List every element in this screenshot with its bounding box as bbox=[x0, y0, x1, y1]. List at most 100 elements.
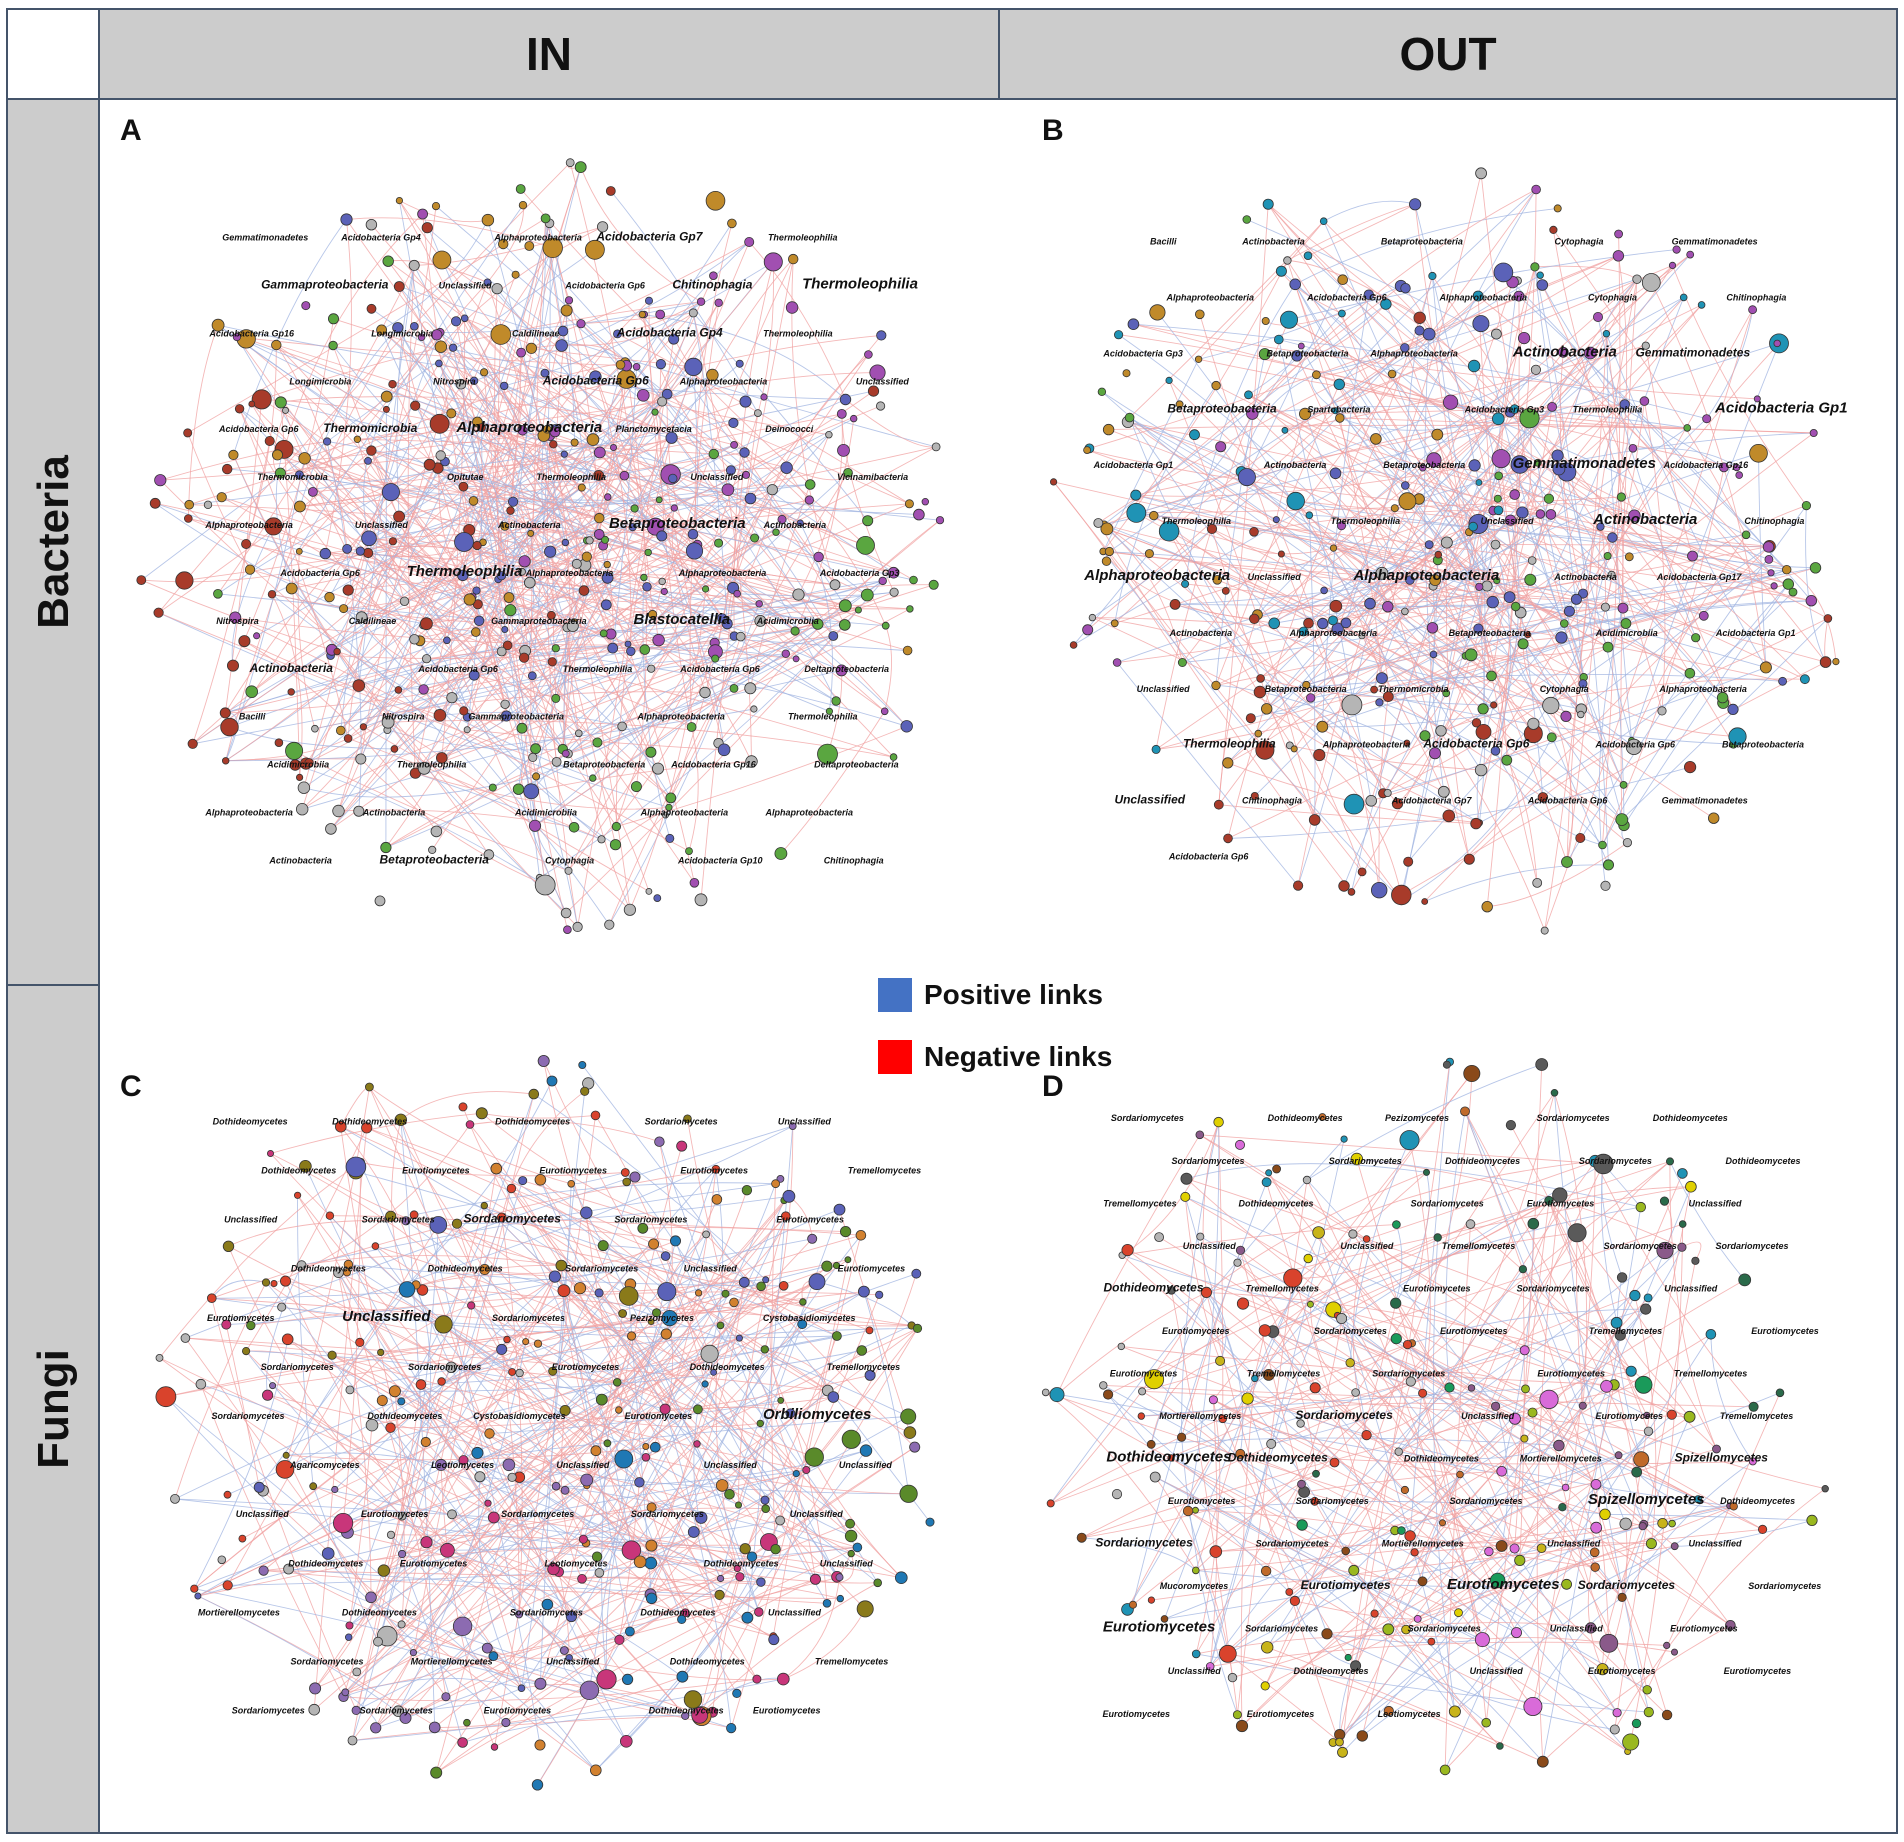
positive-link bbox=[447, 1520, 781, 1551]
node-label: Alphaproteobacteria bbox=[1369, 348, 1458, 358]
positive-link bbox=[1164, 1505, 1734, 1620]
network-node bbox=[1727, 703, 1739, 716]
network-node bbox=[361, 530, 377, 547]
negative-link bbox=[780, 711, 886, 854]
negative-link bbox=[738, 1216, 787, 1506]
node-label: Gemmatimonadetes bbox=[1513, 455, 1656, 472]
node-label: Sordariomycetes bbox=[1449, 1496, 1522, 1506]
node-label: Eurotiomycetes bbox=[1247, 1709, 1315, 1719]
network-node bbox=[1438, 1519, 1446, 1527]
negative-link bbox=[1273, 526, 1474, 624]
positive-link bbox=[438, 363, 544, 437]
network-node bbox=[1493, 494, 1502, 503]
negative-link bbox=[543, 1060, 624, 1314]
network-node bbox=[585, 536, 594, 545]
negative-link bbox=[484, 1240, 676, 1274]
negative-link bbox=[1136, 512, 1531, 581]
negative-link bbox=[1395, 1302, 1542, 1549]
network-node bbox=[175, 571, 194, 590]
node-label: Dothideomycetes bbox=[1228, 1451, 1328, 1465]
negative-link bbox=[200, 1384, 344, 1698]
network-node bbox=[417, 333, 426, 342]
network-node bbox=[1544, 1195, 1554, 1206]
network-node bbox=[1296, 1519, 1308, 1531]
network-node bbox=[571, 558, 582, 569]
network-node bbox=[578, 1061, 587, 1070]
negative-link bbox=[1227, 1653, 1340, 1743]
positive-link bbox=[174, 1498, 494, 1518]
network-node bbox=[1510, 455, 1530, 474]
network-node bbox=[1341, 1546, 1351, 1556]
network-node bbox=[1237, 468, 1256, 487]
network-node bbox=[1303, 617, 1314, 629]
network-node bbox=[1535, 509, 1546, 519]
network-node bbox=[780, 461, 793, 474]
network-node bbox=[683, 1114, 692, 1124]
negative-link bbox=[1594, 1161, 1754, 1408]
negative-link bbox=[1373, 498, 1420, 690]
negative-link bbox=[645, 1265, 828, 1447]
negative-link bbox=[235, 617, 690, 852]
network-node bbox=[1668, 261, 1677, 269]
node-label: Eurotiomycetes bbox=[207, 1313, 275, 1323]
network-node bbox=[609, 839, 622, 851]
negative-link bbox=[1248, 394, 1541, 515]
network-node bbox=[670, 1235, 682, 1247]
network-node bbox=[1437, 785, 1450, 798]
negative-link bbox=[1550, 513, 1812, 602]
negative-link bbox=[1198, 220, 1325, 360]
negative-link bbox=[1267, 203, 1511, 413]
negative-link bbox=[1404, 337, 1525, 612]
node-label: Leotiomycetes bbox=[1378, 1709, 1441, 1719]
negative-link bbox=[413, 1238, 813, 1653]
negative-link bbox=[343, 1678, 757, 1702]
network-node bbox=[1343, 793, 1365, 815]
node-label: Spartobacteria bbox=[1307, 404, 1370, 414]
network-node bbox=[735, 359, 744, 368]
network-node bbox=[496, 1212, 507, 1223]
network-node bbox=[1405, 1376, 1416, 1387]
network-node bbox=[615, 1406, 623, 1414]
network-node bbox=[741, 1184, 753, 1196]
negative-link bbox=[1398, 1370, 1632, 1453]
node-label: Eurotiomycetes bbox=[625, 1411, 693, 1421]
network-node bbox=[1505, 1120, 1516, 1131]
positive-link bbox=[1497, 1525, 1643, 1581]
negative-link bbox=[232, 454, 425, 769]
network-node bbox=[516, 347, 527, 358]
positive-link bbox=[1604, 607, 1625, 826]
label-layer: Gemmatimonadetes Acidobacteria Gp4 Alphapr… bbox=[204, 230, 918, 867]
positive-link bbox=[675, 1240, 781, 1401]
network-node bbox=[1144, 1369, 1165, 1390]
negative-link bbox=[1135, 403, 1625, 496]
network-node bbox=[527, 529, 535, 537]
negative-link bbox=[336, 651, 490, 855]
positive-link bbox=[816, 1281, 912, 1326]
negative-link bbox=[192, 440, 271, 744]
network-node bbox=[576, 319, 586, 329]
network-node bbox=[847, 1549, 855, 1558]
node-label: Sordariomycetes bbox=[1748, 1581, 1821, 1591]
negative-link bbox=[1170, 1457, 1459, 1614]
panel-letter-d: D bbox=[1042, 1070, 1064, 1103]
positive-link bbox=[443, 1323, 837, 1339]
positive-link bbox=[1240, 374, 1317, 472]
network-node bbox=[221, 463, 233, 475]
network-node bbox=[696, 297, 706, 306]
negative-link bbox=[221, 496, 672, 799]
network-node bbox=[546, 1075, 558, 1087]
negative-link bbox=[1050, 1342, 1413, 1504]
negative-link bbox=[346, 217, 553, 249]
network-node bbox=[1567, 1223, 1587, 1243]
negative-link bbox=[194, 1287, 581, 1590]
node-label: Alphaproteobacteria bbox=[1322, 740, 1411, 750]
network-node bbox=[1313, 748, 1326, 762]
network-node bbox=[401, 1216, 411, 1226]
network-node bbox=[1748, 1401, 1759, 1412]
network-node bbox=[1677, 1168, 1688, 1179]
network-node bbox=[733, 589, 741, 598]
negative-link bbox=[1361, 635, 1445, 792]
network-node bbox=[623, 903, 637, 916]
negative-link bbox=[342, 1162, 361, 1524]
network-node bbox=[685, 847, 693, 855]
